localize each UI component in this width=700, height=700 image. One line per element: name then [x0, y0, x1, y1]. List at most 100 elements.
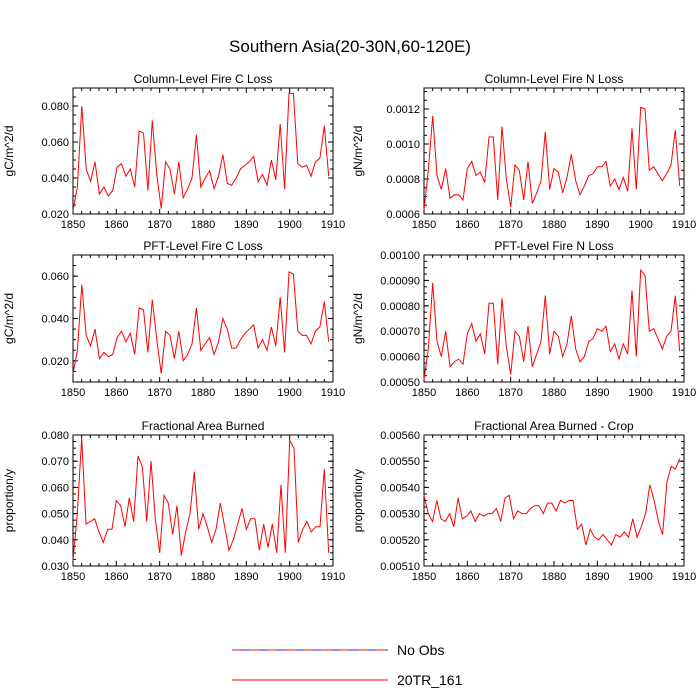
x-tick-label: 1850	[412, 571, 436, 583]
series-line-20tr-161	[72, 92, 330, 211]
y-tick-label: 0.020	[41, 356, 69, 368]
x-tick-label: 1900	[628, 387, 652, 399]
x-tick-label: 1870	[147, 387, 171, 399]
panel-title: PFT-Level Fire C Loss	[143, 239, 262, 253]
x-tick-label: 1890	[234, 387, 258, 399]
x-tick-label: 1870	[147, 219, 171, 231]
y-tick-label: 0.00530	[380, 509, 420, 521]
chart-panel-4: PFT-Level Fire N Loss 1850 1860 1870 1880 189…	[351, 239, 696, 399]
plot-frame	[72, 254, 334, 383]
y-tick-label: 0.0012	[386, 104, 420, 116]
x-tick-label: 1880	[191, 387, 215, 399]
x-tick-label: 1910	[672, 571, 696, 583]
series-line-20tr-161	[423, 106, 681, 211]
y-tick-label: 0.060	[41, 137, 69, 149]
x-tick-label: 1900	[277, 571, 301, 583]
x-tick-label: 1910	[672, 387, 696, 399]
x-tick-label: 1910	[321, 387, 345, 399]
x-tick-label: 1870	[498, 219, 522, 231]
series-line-20tr-161	[423, 458, 681, 546]
panels-group: Column-Level Fire C Loss 1850 1860 1870 1880…	[2, 72, 696, 583]
y-axis-label: gN/m^2/d	[351, 126, 365, 177]
y-tick-label: 0.00510	[380, 561, 420, 573]
x-tick-label: 1860	[455, 571, 479, 583]
x-tick-label: 1890	[234, 219, 258, 231]
y-tick-label: 0.080	[41, 101, 69, 113]
panel-title: Fractional Area Burned	[142, 419, 265, 433]
chart-panel-3: PFT-Level Fire C Loss 1850 1860 1870 1880 189…	[2, 239, 345, 399]
x-tick-label: 1850	[61, 387, 85, 399]
x-tick-label: 1850	[61, 219, 85, 231]
x-tick-label: 1890	[234, 571, 258, 583]
x-tick-label: 1880	[542, 219, 566, 231]
y-tick-label: 0.00100	[380, 250, 420, 262]
y-axis-label: gC/m^2/d	[2, 293, 16, 344]
x-tick-label: 1900	[628, 219, 652, 231]
legend-label-no-obs: No Obs	[397, 642, 444, 658]
x-tick-label: 1890	[585, 219, 609, 231]
panel-title: Column-Level Fire C Loss	[134, 72, 273, 86]
x-tick-label: 1880	[191, 219, 215, 231]
panel-title: Column-Level Fire N Loss	[485, 72, 624, 86]
y-tick-label: 0.00520	[380, 535, 420, 547]
x-tick-label: 1900	[628, 571, 652, 583]
y-tick-label: 0.0006	[386, 209, 420, 221]
x-tick-label: 1890	[585, 571, 609, 583]
chart-panel-1: Column-Level Fire C Loss 1850 1860 1870 1880…	[2, 72, 345, 231]
y-tick-label: 0.00070	[380, 326, 420, 338]
y-tick-label: 0.070	[41, 456, 69, 468]
y-tick-label: 0.030	[41, 561, 69, 573]
chart-panel-2: Column-Level Fire N Loss 1850 1860 1870 1880…	[351, 72, 696, 231]
x-tick-label: 1870	[147, 571, 171, 583]
y-tick-label: 0.00060	[380, 352, 420, 364]
series-line-20tr-161	[72, 271, 330, 374]
y-tick-label: 0.00550	[380, 456, 420, 468]
x-tick-label: 1900	[277, 219, 301, 231]
plot-frame	[423, 87, 685, 215]
y-tick-label: 0.080	[41, 430, 69, 442]
y-tick-label: 0.020	[41, 209, 69, 221]
x-tick-label: 1860	[455, 219, 479, 231]
y-tick-label: 0.040	[41, 173, 69, 185]
y-tick-label: 0.00080	[380, 301, 420, 313]
chart-panel-5: Fractional Area Burned 1850 1860 1870 1880 18…	[2, 419, 345, 583]
x-tick-label: 1910	[321, 219, 345, 231]
series-line-20tr-161	[423, 268, 681, 380]
series-line-20tr-161	[72, 437, 330, 561]
y-tick-label: 0.00540	[380, 482, 420, 494]
x-tick-label: 1860	[104, 387, 128, 399]
x-tick-label: 1850	[61, 571, 85, 583]
y-tick-label: 0.040	[41, 314, 69, 326]
y-tick-label: 0.060	[41, 271, 69, 283]
plot-frame	[423, 434, 685, 567]
x-tick-label: 1910	[672, 219, 696, 231]
y-axis-label: proportion/y	[2, 469, 16, 532]
y-tick-label: 0.0008	[386, 174, 420, 186]
y-tick-label: 0.050	[41, 509, 69, 521]
figure-title: Southern Asia(20-30N,60-120E)	[229, 37, 471, 56]
x-tick-label: 1860	[104, 571, 128, 583]
x-tick-label: 1860	[104, 219, 128, 231]
x-tick-label: 1870	[498, 571, 522, 583]
y-axis-label: proportion/y	[351, 469, 365, 532]
y-tick-label: 0.00090	[380, 275, 420, 287]
x-tick-label: 1900	[277, 387, 301, 399]
x-tick-label: 1850	[412, 219, 436, 231]
x-tick-label: 1890	[585, 387, 609, 399]
x-tick-label: 1880	[191, 571, 215, 583]
y-tick-label: 0.00560	[380, 430, 420, 442]
x-tick-label: 1860	[455, 387, 479, 399]
x-tick-label: 1870	[498, 387, 522, 399]
x-tick-label: 1880	[542, 387, 566, 399]
chart-panel-6: Fractional Area Burned - Crop 1850 1860 187…	[351, 419, 696, 583]
legend: No Obs 20TR_161	[232, 642, 463, 688]
y-tick-label: 0.040	[41, 535, 69, 547]
y-tick-label: 0.0010	[386, 139, 420, 151]
y-axis-label: gN/m^2/d	[351, 293, 365, 344]
y-tick-label: 0.00050	[380, 377, 420, 389]
panel-title: PFT-Level Fire N Loss	[494, 239, 613, 253]
x-tick-label: 1880	[542, 571, 566, 583]
y-axis-label: gC/m^2/d	[2, 126, 16, 177]
legend-label-20tr161: 20TR_161	[397, 672, 463, 688]
